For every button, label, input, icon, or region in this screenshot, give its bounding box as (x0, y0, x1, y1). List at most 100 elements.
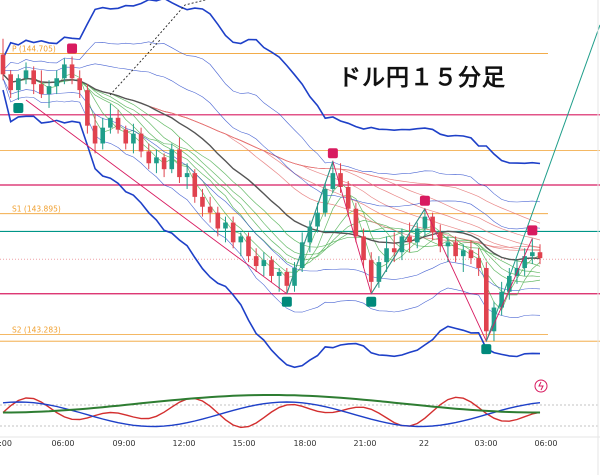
time-axis-label: 22 (419, 439, 429, 448)
candle-body (200, 196, 205, 207)
candle-body (62, 64, 67, 79)
candle-body (322, 188, 328, 213)
alert-clock-icon (534, 379, 548, 393)
time-axis-label: 09:00 (112, 439, 135, 448)
candle-body (453, 242, 458, 257)
candle-body (391, 248, 397, 253)
pivot-label: S2 (143.283) (12, 326, 61, 335)
time-axis-label: 03:00 (474, 439, 497, 448)
bollinger-inner-band (2, 78, 541, 319)
candle-body (445, 242, 451, 247)
candle-body (315, 212, 320, 227)
projection-line (109, 39, 161, 96)
candle-body (131, 133, 136, 144)
fractal-marker (527, 225, 538, 236)
bollinger-upper-band (2, 0, 541, 165)
candle-body (161, 157, 167, 170)
candle-body (460, 250, 466, 257)
candle-body (284, 271, 290, 286)
candle-body (215, 212, 221, 229)
fractal-marker (327, 148, 338, 159)
candle-body (299, 242, 305, 269)
pivot-label: P (144.705) (12, 45, 56, 54)
candle-body (46, 86, 52, 95)
time-axis-label: 18:00 (293, 439, 316, 448)
candle-body (123, 129, 129, 144)
candle-body (69, 64, 75, 79)
candle-body (192, 173, 198, 197)
candle-body (0, 54, 6, 75)
candle-body (414, 228, 420, 243)
time-axis-label: 15:00 (232, 439, 255, 448)
alert-bolt-icon (538, 381, 544, 391)
candle-body (16, 78, 21, 91)
candle-body (468, 250, 474, 259)
fractal-marker (13, 103, 24, 113)
candle-body (230, 222, 236, 243)
candle-body (85, 90, 90, 126)
candle-body (537, 252, 543, 259)
candle-body (276, 271, 282, 276)
candle-body (345, 186, 351, 209)
main-moving-average-line (2, 73, 541, 261)
candle-body (330, 173, 336, 189)
candle-body (92, 125, 98, 144)
oscillator-line (2, 401, 541, 428)
candle-body (384, 248, 389, 263)
candle-body (138, 133, 144, 152)
bollinger-inner-band (3, 63, 541, 230)
candle-body (246, 236, 251, 257)
candle-body (77, 78, 83, 91)
trend-line (286, 161, 334, 294)
candle-body (115, 117, 121, 130)
candle-body (54, 78, 60, 87)
candle-body (169, 149, 175, 170)
fractal-marker (419, 195, 430, 206)
candle-body (507, 275, 512, 292)
candle-body (238, 236, 244, 243)
moving-average-line (2, 74, 541, 283)
candle-body (530, 252, 535, 257)
candle-body (483, 268, 489, 332)
candle-body (437, 232, 443, 247)
fractal-marker (366, 296, 377, 307)
candle-body (338, 173, 343, 187)
time-axis-label: 21:00 (353, 439, 376, 448)
candle-body (154, 157, 159, 164)
candle-body (522, 256, 527, 269)
projection-line (149, 0, 207, 46)
candle-body (8, 74, 13, 91)
time-axis-label: 3:00 (0, 439, 12, 448)
candle-body (261, 260, 267, 267)
candle-body (292, 268, 297, 286)
candle-body (307, 226, 313, 243)
pivot-label: S1 (143.895) (12, 205, 61, 214)
candle-body (184, 173, 190, 178)
time-axis-label: 06:00 (534, 439, 557, 448)
trend-line (370, 208, 426, 294)
time-axis-label: 06:00 (51, 439, 74, 448)
candle-body (31, 70, 36, 85)
candle-body (368, 260, 374, 282)
fractal-marker (481, 344, 492, 355)
bollinger-inner-band (2, 78, 541, 292)
candle-body (207, 206, 213, 213)
candle-body (177, 149, 182, 178)
fractal-marker (67, 43, 78, 54)
candle-body (422, 216, 428, 229)
candle-body (23, 70, 29, 79)
oscillator-line (3, 394, 540, 414)
candle-body (269, 260, 274, 276)
bollinger-inner-band (2, 41, 541, 203)
candle-body (376, 262, 382, 282)
candle-body (100, 127, 106, 144)
candle-body (476, 258, 481, 269)
candle-body (361, 236, 366, 261)
candle-body (253, 256, 259, 267)
candle-body (108, 117, 113, 128)
fractal-marker (281, 296, 292, 307)
bollinger-lower-band (2, 89, 541, 369)
